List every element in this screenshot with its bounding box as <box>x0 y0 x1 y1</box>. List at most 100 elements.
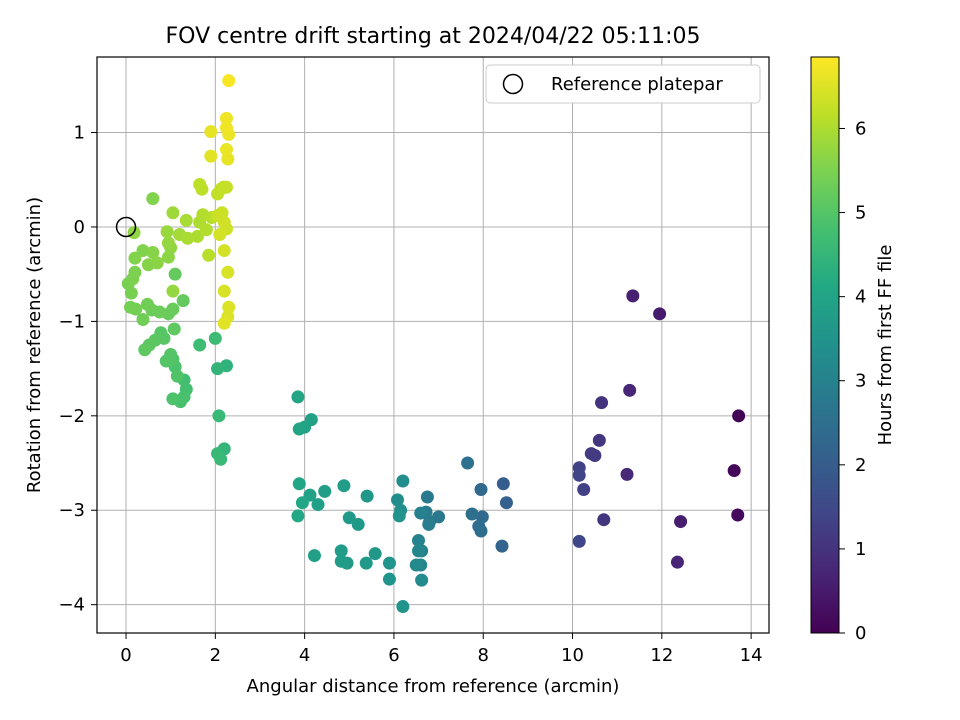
data-point <box>409 558 423 572</box>
data-point <box>217 284 231 298</box>
data-point <box>146 245 160 259</box>
y-axis-ticks: 1 0 −1 −2 −3 −4 <box>58 123 97 616</box>
data-point <box>167 322 181 336</box>
data-points <box>115 74 746 614</box>
data-point <box>396 600 410 614</box>
data-point <box>179 213 193 227</box>
data-point <box>217 244 231 258</box>
data-point <box>212 409 226 423</box>
data-point <box>140 297 154 311</box>
data-point <box>161 236 175 250</box>
data-point <box>572 534 586 548</box>
y-tick-label: 0 <box>74 217 85 238</box>
data-point <box>170 369 184 383</box>
data-point <box>166 206 180 220</box>
colorbar-ticks: 0 1 2 3 4 5 6 <box>839 118 866 644</box>
data-point <box>334 554 348 568</box>
x-tick-label: 12 <box>650 645 673 666</box>
colorbar-gradient <box>810 56 840 634</box>
data-point <box>337 479 351 493</box>
data-point <box>219 121 233 135</box>
data-point <box>219 143 233 157</box>
data-point <box>359 556 373 570</box>
data-point <box>159 354 173 368</box>
x-tick-label: 0 <box>120 645 131 666</box>
data-point <box>495 539 509 553</box>
data-point <box>176 294 190 308</box>
data-point <box>420 490 434 504</box>
colorbar-tick-label: 5 <box>855 203 866 224</box>
data-point <box>219 180 233 194</box>
data-point <box>623 383 637 397</box>
data-point <box>499 496 513 510</box>
data-point <box>584 447 598 461</box>
x-tick-label: 2 <box>210 645 221 666</box>
data-point <box>382 572 396 586</box>
colorbar-tick-label: 4 <box>855 287 866 308</box>
data-point <box>414 506 428 520</box>
legend-label: Reference platepar <box>551 74 723 95</box>
data-point <box>727 464 741 478</box>
y-tick-label: −1 <box>58 311 85 332</box>
data-point <box>222 74 236 88</box>
plot-frame <box>96 56 770 634</box>
data-point <box>146 192 160 206</box>
data-point <box>474 524 488 538</box>
data-point <box>166 392 180 406</box>
data-point <box>295 496 309 510</box>
data-point <box>123 300 137 314</box>
data-point <box>150 256 164 270</box>
data-point <box>292 422 306 436</box>
data-point <box>181 231 195 245</box>
data-point <box>307 549 321 563</box>
data-point <box>595 396 609 410</box>
data-point <box>168 267 182 281</box>
data-point <box>396 474 410 488</box>
x-tick-label: 8 <box>478 645 489 666</box>
data-point <box>126 272 140 286</box>
data-point <box>136 244 150 258</box>
data-point <box>219 111 233 125</box>
data-point <box>732 409 746 423</box>
data-point <box>166 284 180 298</box>
data-point <box>392 509 406 523</box>
data-point <box>311 498 325 512</box>
data-point <box>411 533 425 547</box>
data-point <box>382 556 396 570</box>
data-point <box>318 484 332 498</box>
x-tick-label: 4 <box>299 645 310 666</box>
legend-box <box>485 64 761 104</box>
data-point <box>214 452 228 466</box>
y-axis-label: Rotation from reference (arcmin) <box>24 197 45 493</box>
x-tick-label: 14 <box>740 645 763 666</box>
data-point <box>674 515 688 529</box>
grid <box>97 57 769 633</box>
data-point <box>351 517 365 531</box>
data-point <box>360 489 374 503</box>
legend-reference-marker <box>502 73 524 95</box>
y-tick-label: −4 <box>58 595 85 616</box>
data-point <box>461 456 475 470</box>
data-point <box>391 493 405 507</box>
data-point <box>342 511 356 525</box>
data-point <box>465 507 479 521</box>
y-tick-label: −2 <box>58 406 85 427</box>
y-tick-label: 1 <box>74 123 85 144</box>
data-point <box>670 555 684 569</box>
data-point <box>620 467 634 481</box>
chart-title: FOV centre drift starting at 2024/04/22 … <box>166 24 701 49</box>
colorbar-tick-label: 2 <box>855 455 866 476</box>
data-point <box>202 248 216 262</box>
data-point <box>291 390 305 404</box>
x-tick-label: 6 <box>388 645 399 666</box>
data-point <box>208 331 222 345</box>
colorbar-tick-label: 0 <box>855 623 866 644</box>
data-point <box>292 477 306 491</box>
data-point <box>136 313 150 327</box>
legend: Reference platepar <box>485 64 761 104</box>
data-point <box>160 225 174 239</box>
x-tick-label: 10 <box>561 645 584 666</box>
data-point <box>415 573 429 587</box>
data-point <box>422 517 436 531</box>
